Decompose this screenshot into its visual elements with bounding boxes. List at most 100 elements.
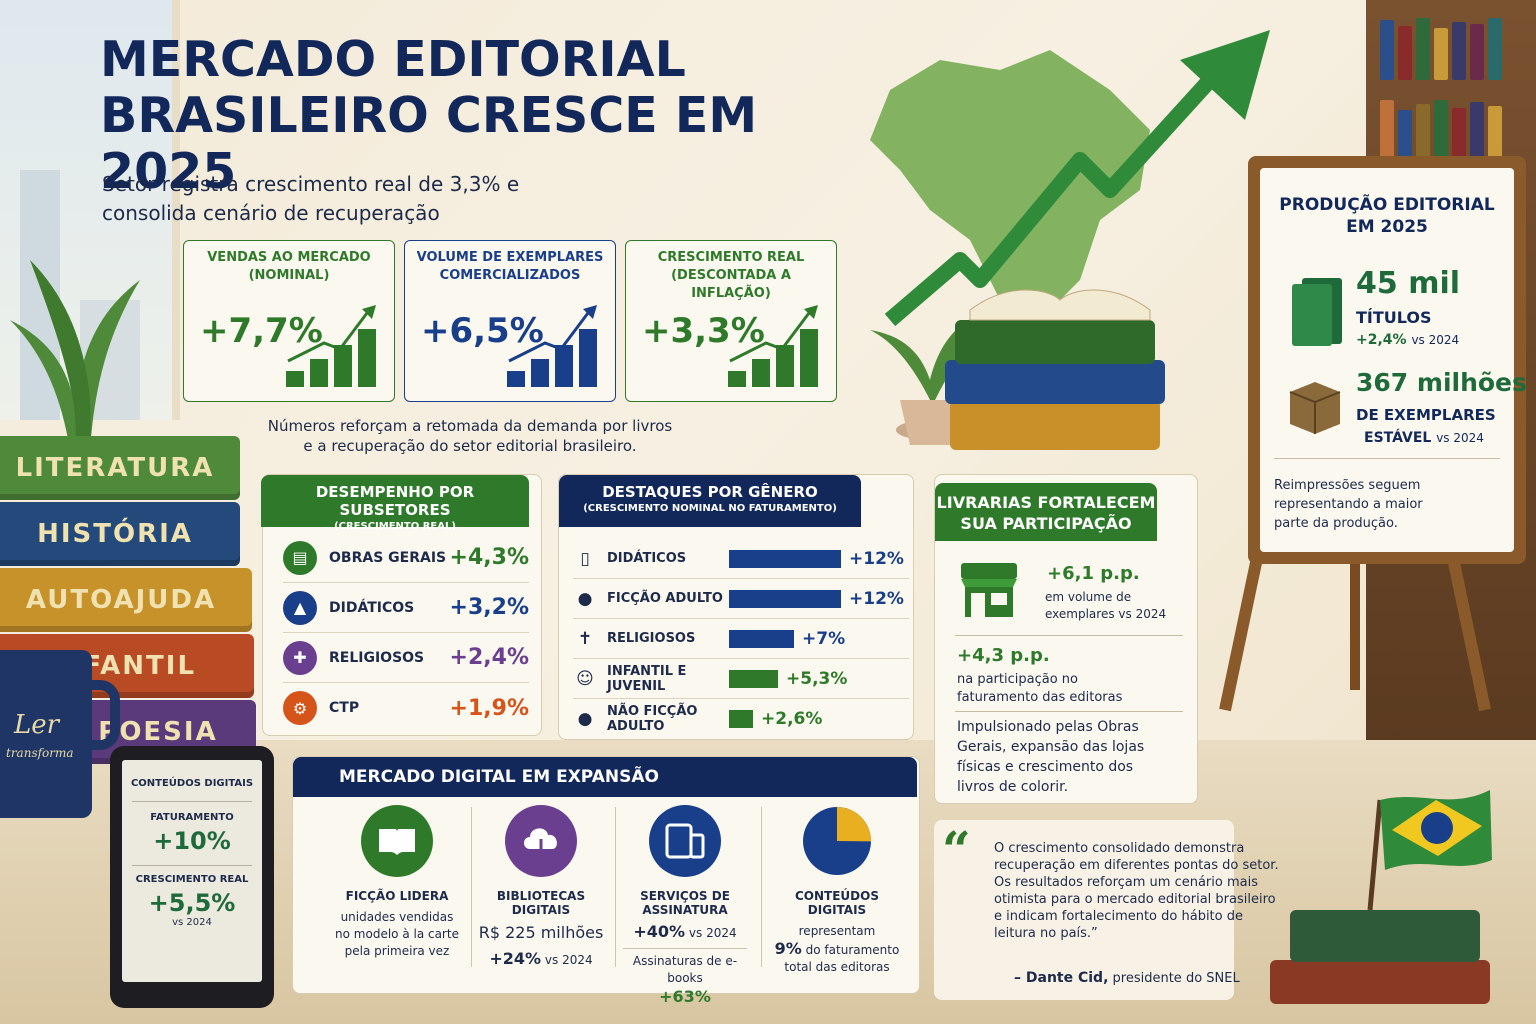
stat-desc-line: faturamento das editoras [957,690,1123,705]
bookstores-header: LIVRARIAS FORTALECEM SUA PARTICIPAÇÃO [935,483,1157,541]
ereader-screen: CONTEÚDOS DIGITAIS FATURAMENTO +10% CRES… [122,760,262,982]
subsectors-title: DESEMPENHO POR SUBSETORES [315,483,475,519]
book-spine: HISTÓRIA [0,502,240,566]
genre-bar [729,669,778,688]
production-title-line: EM 2025 [1346,217,1428,237]
book-spine: LITERATURA [0,436,240,500]
gear-icon: ⚙ [283,691,317,725]
digital-title: MERCADO DIGITAL EM EXPANSÃO [293,757,917,797]
cross-icon: ✚ [283,640,317,675]
brazil-map-growth-arrow-icon [870,30,1270,327]
mug-text: transforma [6,746,74,760]
divider [761,807,762,967]
mug-handle [86,680,120,750]
libraries-change: +24% [489,949,542,968]
share-row: 9% do faturamento [769,940,905,959]
book-icon: ▯ [580,548,590,569]
drivers-line: livros de colorir. [957,779,1069,795]
kpi-card-real-growth: CRESCIMENTO REAL (DESCONTADA A INFLAÇÃO)… [625,240,837,402]
kpi-label: VENDAS AO MERCADO [207,250,371,265]
digital-col-fiction: FICÇÃO LIDERA unidades vendidas no model… [329,805,465,960]
cross-icon: ✝ [577,628,593,649]
subsector-name: RELIGIOSOS [329,649,425,666]
subsector-name: DIDÁTICOS [329,599,415,616]
book-spine: AUTOAJUDA [0,568,252,632]
digital-col-title: FICÇÃO LIDERA [345,889,449,903]
subsector-name: CTP [329,700,360,716]
divider [132,801,252,802]
subsector-value: +3,2% [449,595,529,620]
quote-author: – Dante Cid, [1014,970,1109,986]
ereader-title: CONTEÚDOS DIGITAIS [130,778,254,789]
subsectors-subtitle: (CRESCIMENTO REAL) [334,521,456,532]
divider [132,865,252,866]
digital-text-line: representam [798,924,876,938]
libraries-value: R$ 225 milhões [478,923,604,942]
genres-subtitle: (CRESCIMENTO NOMINAL NO FATURAMENTO) [583,503,837,514]
bookstores-title-line: LIVRARIAS FORTALECEM [936,493,1156,512]
genres-title: DESTAQUES POR GÊNERO [602,483,818,501]
book-icon: ▤ [283,540,317,575]
subsector-value: +2,4% [449,645,529,670]
subsector-row: ▲ DIDÁTICOS +3,2% [283,583,529,633]
devices-icon [649,805,721,877]
kpi-card-sales: VENDAS AO MERCADO (NOMINAL) +7,7% [183,240,395,402]
subsector-value: +1,9% [449,695,529,721]
subsectors-list: ▤ OBRAS GERAIS +4,3% ▲ DIDÁTICOS +3,2% ✚… [283,533,529,733]
digital-col-title: BIBLIOTECAS DIGITAIS [496,889,586,917]
kpi-card-volume: VOLUME DE EXEMPLARES COMERCIALIZADOS +6,… [404,240,616,402]
digital-col-title: CONTEÚDOS DIGITAIS [795,889,879,917]
digital-col-text: unidades vendidas no modelo à la carte p… [329,909,465,960]
genres-list: ▯ DIDÁTICOS +12% ● FICÇÃO ADULTO +12% ✝ … [573,539,909,739]
kpi-label: VOLUME DE EXEMPLARES [416,250,604,265]
kpi-label: (NOMINAL) [248,268,330,283]
quote-line: otimista para o mercado editorial brasil… [994,892,1276,907]
ereader-rev-value: +10% [153,827,231,855]
open-book-icon [361,805,433,877]
cloud-download-icon [505,805,577,877]
quote-attribution: – Dante Cid, presidente do SNEL [1014,970,1240,986]
reprint-line: parte da produção. [1274,516,1398,531]
genre-bar [729,549,841,568]
ereader-vs: vs 2024 [172,917,212,928]
pie-chart-icon [801,805,873,877]
kpi-value: +7,7% [200,311,323,351]
kpi-value: +3,3% [642,311,765,351]
genre-bar [729,710,753,728]
copies-label: DE EXEMPLARES [1356,406,1496,424]
bookstores-panel: LIVRARIAS FORTALECEM SUA PARTICIPAÇÃO +6… [934,474,1198,804]
digital-col-libraries: BIBLIOTECAS DIGITAIS R$ 225 milhões +24%… [473,805,609,969]
quote-line: recuperação em diferentes pontas do seto… [994,858,1279,873]
subsector-row: ✚ RELIGIOSOS +2,4% [283,633,529,683]
page-title-line: BRASILEIRO CRESCE EM 2025 [100,87,758,200]
divider [615,807,616,967]
note-line: e a recuperação do setor editorial brasi… [303,437,637,455]
page-title-line: MERCADO EDITORIAL [100,31,686,88]
titles-label: TÍTULOS [1356,308,1432,327]
mug-text: Ler [14,710,60,740]
divider [471,807,472,967]
kpi-label: CRESCIMENTO REAL [657,250,805,265]
mug: Ler transforma [0,650,92,818]
drivers-line: Gerais, expansão das lojas [957,739,1145,755]
subsector-name: OBRAS GERAIS [329,549,447,566]
subscriptions-change-row: +40% vs 2024 [617,923,753,942]
ereader-real-value: +5,5% [148,889,236,917]
titles-change: +2,4% [1356,332,1407,348]
genre-name: FICÇÃO ADULTO [607,591,723,606]
genres-header: DESTAQUES POR GÊNERO (CRESCIMENTO NOMINA… [559,475,861,527]
subscriptions-vs: vs 2024 [688,926,737,940]
genre-bar [729,629,794,648]
quote-line: O crescimento consolidado demonstra [994,841,1245,856]
copies-status: ESTÁVEL [1364,430,1432,446]
genre-value: +2,6% [761,709,823,729]
subsector-row: ⚙ CTP +1,9% [283,683,529,733]
divider [955,711,1183,712]
person-icon: ● [577,588,593,609]
genre-name: INFANTIL E JUVENIL [607,663,687,694]
digital-text-line: do faturamento [805,943,900,957]
share-value: 9% [774,939,802,958]
genre-row: ✝ RELIGIOSOS +7% [573,619,909,659]
digital-col-title: SERVIÇOS DE ASSINATURA [640,889,730,917]
ereader-real-label: CRESCIMENTO REAL [135,874,249,885]
